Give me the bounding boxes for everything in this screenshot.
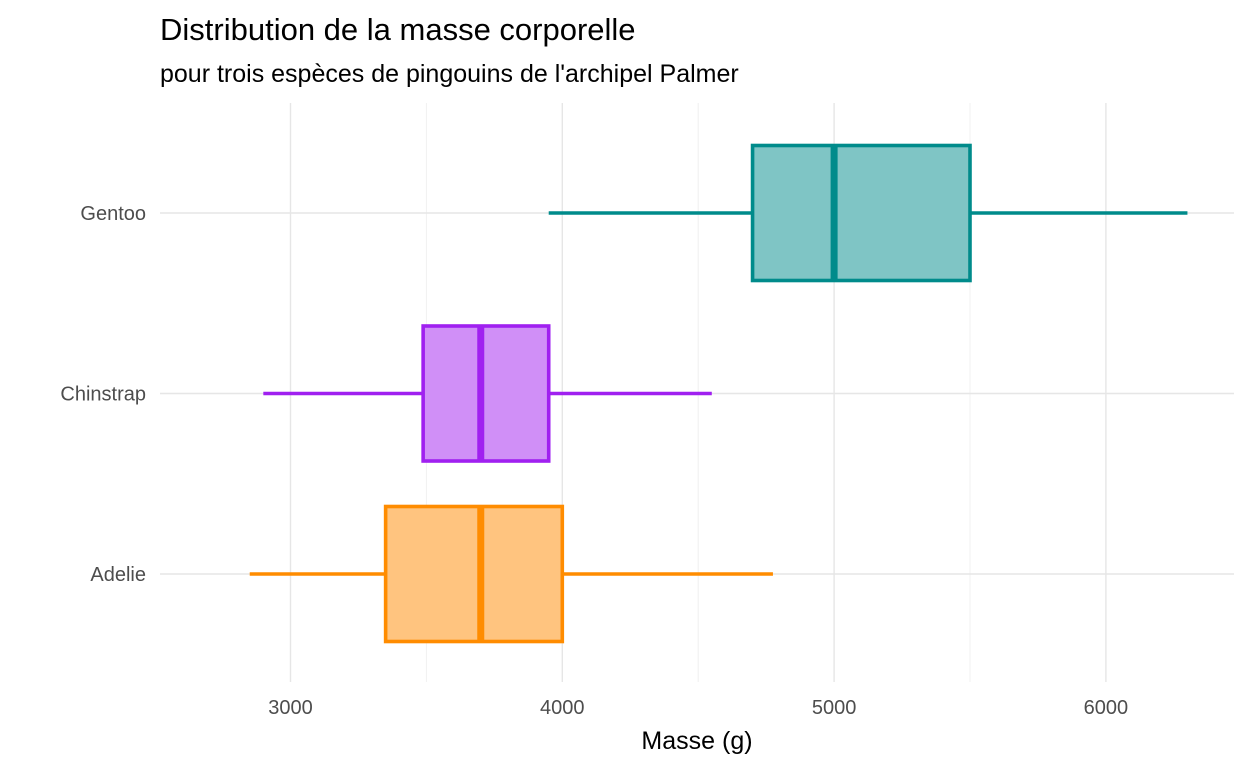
box-adelie	[249, 504, 773, 644]
box-chinstrap	[263, 324, 712, 463]
y-tick-label: Adelie	[90, 564, 146, 586]
x-axis-ticks: 3000 4000 5000 6000	[268, 697, 1128, 719]
x-axis-title: Masse (g)	[641, 727, 752, 755]
x-tick-label: 3000	[268, 697, 313, 719]
x-tick-label: 4000	[540, 697, 585, 719]
box-gentoo	[548, 143, 1188, 283]
boxplot-series	[249, 143, 1188, 644]
box-iqr	[421, 324, 551, 463]
y-tick-label: Gentoo	[80, 203, 146, 225]
x-tick-label: 6000	[1084, 697, 1129, 719]
y-axis-ticks: Adelie Chinstrap Gentoo	[60, 203, 146, 586]
y-tick-label: Chinstrap	[60, 384, 146, 406]
box-iqr	[383, 504, 565, 644]
box-iqr	[750, 143, 972, 283]
chart-title: Distribution de la masse corporelle	[160, 12, 636, 47]
chart-subtitle: pour trois espèces de pingouins de l'arc…	[160, 60, 739, 88]
x-tick-label: 5000	[812, 697, 857, 719]
